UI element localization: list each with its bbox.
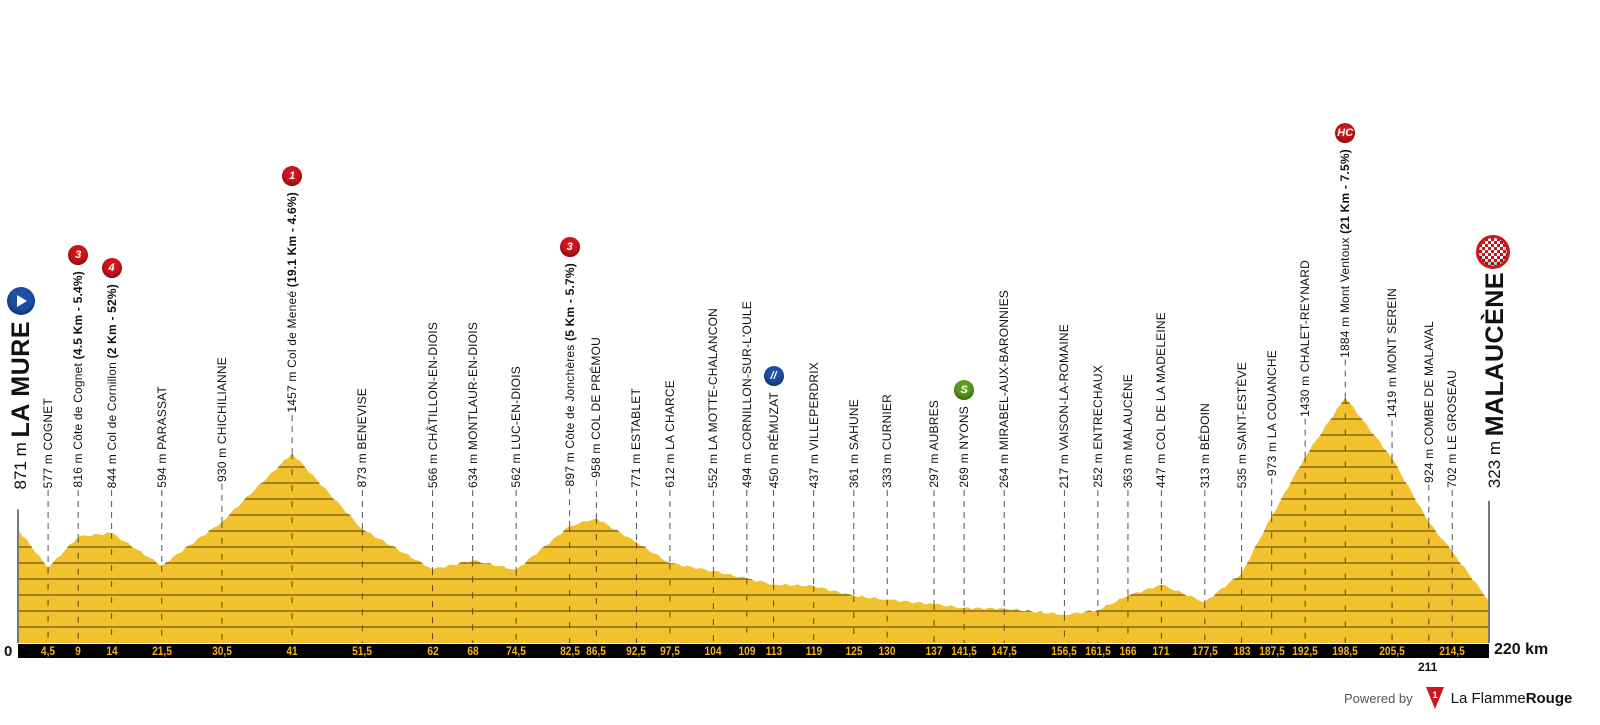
km-tick-label: 41 xyxy=(286,644,298,658)
climb-cat-1-icon: 1 xyxy=(282,166,303,187)
km-tick-label: 21,5 xyxy=(151,644,172,658)
waypoint-label: 844 m Col de Cornillon (2 Km - 52%) xyxy=(104,283,119,488)
waypoint-label: 562 m LUC-EN-DIOIS xyxy=(509,366,524,488)
km-tick-label: 137 xyxy=(925,644,943,658)
waypoint-label: 1430 m CHALET-REYNARD xyxy=(1298,259,1313,417)
waypoint-label: 1884 m Mont Ventoux (21 Km - 7.5%) xyxy=(1338,148,1353,358)
powered-by-text: Powered by xyxy=(1344,690,1413,706)
km-tick-label: 177,5 xyxy=(1192,644,1218,658)
km-tick-label: 92,5 xyxy=(626,644,647,658)
km-tick-label: 161,5 xyxy=(1085,644,1111,658)
km-tick-label: 14 xyxy=(105,644,118,658)
km-tick-label: 125 xyxy=(845,644,863,658)
km-tick-label: 113 xyxy=(765,644,782,658)
km-tick-label: 104 xyxy=(704,644,722,658)
waypoint-label: 363 m MALAUCÈNE xyxy=(1120,373,1135,488)
waypoint-label: 264 m MIRABEL-AUX-BARONNIES xyxy=(997,289,1012,488)
km-tick-label: 62 xyxy=(426,644,439,658)
climb-cat-3-icon: 3 xyxy=(68,245,89,266)
waypoint-label: 594 m PARASSAT xyxy=(154,386,169,488)
sprint-icon: S xyxy=(954,380,975,401)
elevation-profile-area xyxy=(18,397,1489,643)
waypoint-label: 612 m LA CHARCE xyxy=(662,380,677,488)
km-tick-label: 214,5 xyxy=(1439,644,1465,658)
extra-tick-label: 211 xyxy=(1418,660,1438,674)
waypoint-label: 873 m BENEVISE xyxy=(355,388,370,488)
x-axis-end-label: 220 km xyxy=(1494,641,1549,658)
waypoint-label: 973 m LA COUANCHE xyxy=(1264,350,1279,477)
km-tick-label: 171 xyxy=(1152,644,1170,658)
waypoint-label: 313 m BÉDOIN xyxy=(1197,402,1212,488)
la-flamme-rouge-logo-icon: 1 xyxy=(1425,687,1444,709)
start-town-label: 871 m LA MURE xyxy=(7,321,35,490)
km-tick-label: 205,5 xyxy=(1379,644,1405,658)
waypoint-label: 252 m ENTRECHAUX xyxy=(1090,365,1105,488)
km-tick-label: 51,5 xyxy=(352,644,373,658)
km-tick-label: 192,5 xyxy=(1292,644,1318,658)
waypoint-label: 816 m Côte de Cognet (4.5 Km - 5.4%) xyxy=(71,271,86,488)
x-axis-start-label: 0 xyxy=(4,643,13,660)
km-tick-label: 119 xyxy=(805,644,822,658)
km-tick-label: 147,5 xyxy=(991,644,1017,658)
waypoint-label: 1419 m MONT SEREIN xyxy=(1385,288,1400,419)
finish-town-label: 323 m MALAUCÈNE xyxy=(1481,271,1509,488)
km-tick-label: 166 xyxy=(1119,644,1137,658)
waypoint-label: 552 m LA MOTTE-CHALANCON xyxy=(706,307,721,488)
climb-cat-4-icon: 4 xyxy=(101,257,122,278)
waypoint-label: 269 m NYONS xyxy=(957,406,972,488)
km-tick-label: 86,5 xyxy=(586,644,607,658)
km-tick-label: 130 xyxy=(878,644,896,658)
waypoint-label: 297 m AUBRES xyxy=(927,400,942,488)
waypoint-label: 1457 m Col de Meneé (19.1 Km - 4.6%) xyxy=(285,192,300,414)
km-tick-label: 141,5 xyxy=(951,644,977,658)
waypoint-label: 450 m RÉMUZAT xyxy=(766,391,781,488)
km-tick-label: 187,5 xyxy=(1258,644,1285,658)
waypoint-label: 535 m SAINT-ESTÈVE xyxy=(1234,361,1249,488)
waypoint-label: 361 m SAHUNE xyxy=(846,398,861,488)
waypoint-label: 634 m MONTLAUR-EN-DIOIS xyxy=(465,322,480,488)
finish-checkered-flag-icon xyxy=(1476,234,1510,269)
climb-cat-3-icon: 3 xyxy=(559,236,580,257)
waypoint-label: 494 m CORNILLON-SUR-L'OULE xyxy=(739,301,754,488)
km-tick-label: 109 xyxy=(738,644,756,658)
brand-name: La FlammeRouge xyxy=(1450,689,1573,707)
waypoint-label: 930 m CHICHILIANNE xyxy=(214,356,229,482)
km-tick-label: 97,5 xyxy=(659,644,680,658)
waypoint-label: 924 m COMBE DE MALAVAL xyxy=(1421,320,1436,483)
waypoint-label: 217 m VAISON-LA-ROMAINE xyxy=(1057,323,1072,488)
waypoint-label: 958 m COL DE PRÉMOU xyxy=(589,337,604,479)
waypoint-label: 437 m VILLEPERDRIX xyxy=(806,361,821,488)
climb-hors-categorie-icon: HC xyxy=(1335,122,1356,143)
km-tick-label: 4,5 xyxy=(40,644,56,658)
km-tick-label: 30,5 xyxy=(211,644,232,658)
waypoint-label: 333 m CURNIER xyxy=(880,394,895,488)
km-tick-label: 198,5 xyxy=(1332,644,1358,658)
start-play-icon xyxy=(7,287,35,316)
km-tick-label: 82,5 xyxy=(559,644,580,658)
waypoint-label: 577 m COGNET xyxy=(41,397,56,488)
feed-zone-icon: // xyxy=(763,365,784,386)
svg-text:1: 1 xyxy=(1432,690,1437,700)
x-axis-bar xyxy=(18,644,1489,658)
km-tick-label: 74,5 xyxy=(506,644,527,658)
km-tick-label: 183 xyxy=(1233,644,1251,658)
waypoint-label: 702 m LE GROSEAU xyxy=(1445,370,1460,488)
km-tick-label: 9 xyxy=(75,644,82,658)
waypoint-label: 566 m CHÂTILLON-EN-DIOIS xyxy=(425,321,440,488)
waypoint-label: 897 m Côte de Jonchères (5 Km - 5.7%) xyxy=(562,262,577,487)
waypoint-label: 771 m ESTABLET xyxy=(629,388,644,488)
waypoint-label: 447 m COL DE LA MADELEINE xyxy=(1154,312,1169,488)
powered-by-footer: Powered by 1 La FlammeRouge xyxy=(1344,686,1572,710)
km-tick-label: 68 xyxy=(466,644,479,658)
km-tick-label: 156,5 xyxy=(1051,644,1078,658)
